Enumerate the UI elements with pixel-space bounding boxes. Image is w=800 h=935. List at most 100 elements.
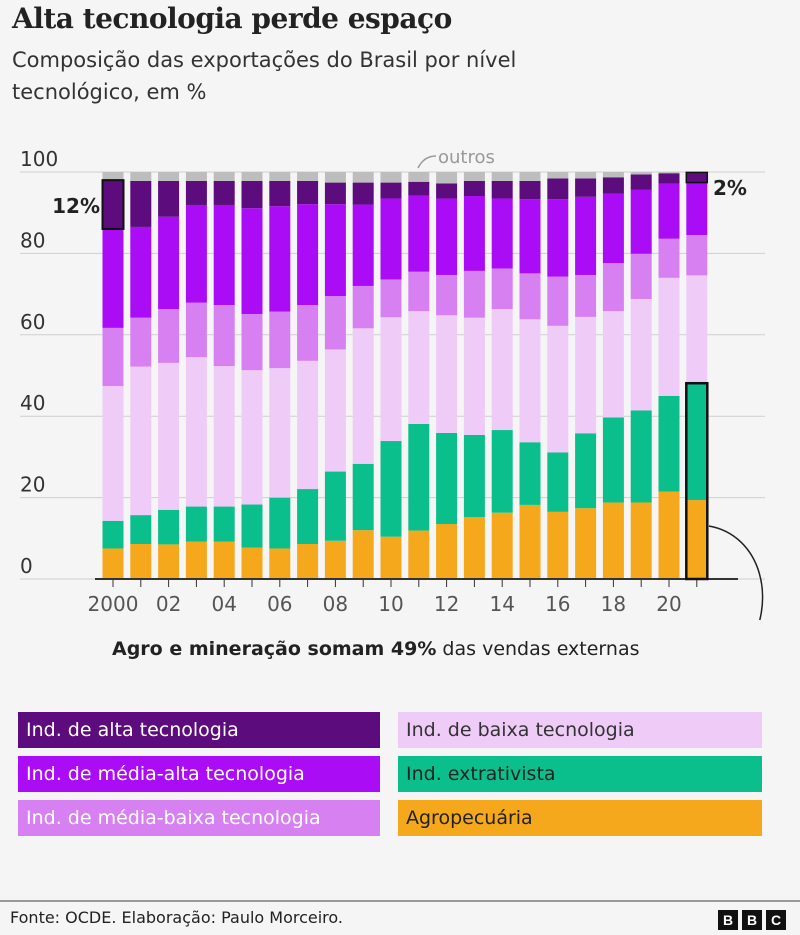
- bar-segment: [575, 172, 597, 179]
- x-tick-label: 10: [378, 592, 403, 616]
- bar-segment: [297, 543, 319, 579]
- bar-segment: [491, 180, 513, 199]
- bar-segment: [185, 172, 207, 181]
- bar-segment: [658, 172, 680, 174]
- bar-segment: [630, 298, 652, 411]
- bar-segment: [102, 548, 124, 579]
- bar-segment: [324, 349, 346, 472]
- bar-segment: [519, 442, 541, 505]
- bar-segment: [436, 198, 458, 275]
- bar-segment: [547, 325, 569, 453]
- bar-segment: [269, 311, 291, 369]
- y-tick-label: 80: [20, 228, 45, 252]
- bar-segment: [185, 541, 207, 579]
- bar-segment: [297, 360, 319, 490]
- bar-segment: [602, 193, 624, 264]
- bar-segment: [241, 172, 263, 181]
- bar-segment: [269, 497, 291, 549]
- bar-segment: [547, 452, 569, 512]
- bar-segment: [547, 511, 569, 579]
- bar-segment: [352, 530, 374, 579]
- bar-segment: [575, 316, 597, 434]
- bar-segment: [408, 530, 430, 579]
- bar-segment: [602, 502, 624, 579]
- legend-item-media-baixa: Ind. de média-baixa tecnologia: [18, 800, 380, 836]
- bar-segment: [102, 180, 124, 229]
- chart-subtitle: Composição das exportações do Brasil por…: [12, 48, 517, 104]
- x-tick-label: 2000: [88, 592, 139, 616]
- bar-segment: [324, 204, 346, 297]
- bar-segment: [491, 268, 513, 310]
- bar-segment: [658, 491, 680, 579]
- bar-segment: [491, 430, 513, 513]
- legend: Ind. de alta tecnologia Ind. de baixa te…: [18, 712, 763, 836]
- bar-segment: [380, 172, 402, 183]
- x-tick-label: 18: [601, 592, 626, 616]
- annotation-note: Agro e mineração somam 49% das vendas ex…: [112, 638, 640, 660]
- bar-segment: [158, 216, 180, 310]
- legend-item-alta: Ind. de alta tecnologia: [18, 712, 380, 748]
- bar-segment: [213, 305, 235, 367]
- bar-segment: [380, 279, 402, 318]
- bar-segment: [213, 541, 235, 579]
- bar-segment: [463, 196, 485, 271]
- bar-segment: [575, 178, 597, 197]
- bar-segment: [102, 520, 124, 549]
- bar-segment: [408, 172, 430, 182]
- bar-segment: [630, 189, 652, 254]
- x-tick-label: 08: [323, 592, 348, 616]
- bar-segment: [130, 366, 152, 516]
- bar-segment: [241, 370, 263, 505]
- bar-segment: [269, 180, 291, 207]
- bar-segment: [658, 238, 680, 278]
- bar-segment: [185, 180, 207, 205]
- bar-segment: [436, 183, 458, 199]
- bar-segment: [630, 253, 652, 299]
- bar-segment: [463, 172, 485, 181]
- bar-segment: [324, 296, 346, 350]
- bar-segment: [658, 183, 680, 239]
- bar-segment: [630, 502, 652, 579]
- source-text: Fonte: OCDE. Elaboração: Paulo Morceiro.: [10, 908, 343, 927]
- bar-segment: [380, 536, 402, 579]
- bar-segment: [269, 368, 291, 498]
- bar-segment: [324, 540, 346, 579]
- legend-item-extrativista: Ind. extrativista: [398, 756, 762, 792]
- bar-segment: [241, 504, 263, 548]
- bar-segment: [575, 196, 597, 275]
- bar-segment: [352, 463, 374, 531]
- bar-segment: [158, 180, 180, 217]
- bar-segment: [185, 204, 207, 303]
- bar-segment: [324, 471, 346, 541]
- bar-segment: [352, 328, 374, 464]
- bar-segment: [463, 180, 485, 197]
- bar-segment: [324, 182, 346, 205]
- bar-segment: [547, 172, 569, 179]
- outros-label: outros: [438, 147, 495, 168]
- x-tick-label: 02: [156, 592, 181, 616]
- bar-segment: [102, 228, 124, 328]
- bar-segment: [658, 277, 680, 396]
- bar-segment: [380, 317, 402, 442]
- bar-segment: [436, 524, 458, 579]
- bar-segment: [102, 386, 124, 521]
- bar-segment: [297, 204, 319, 306]
- bar-segment: [463, 270, 485, 318]
- bar-segment: [547, 178, 569, 200]
- y-tick-label: 60: [20, 310, 45, 334]
- outros-leader-line: [417, 155, 437, 169]
- bar-segment: [158, 544, 180, 579]
- bar-segment: [324, 172, 346, 183]
- highlight-2021-agro-mineracao: [685, 381, 709, 581]
- bar-segment: [575, 274, 597, 317]
- bar-segment: [269, 206, 291, 312]
- bar-segment: [213, 180, 235, 205]
- bar-segment: [519, 199, 541, 274]
- stacked-bar-chart: 0 20 40 60 80 100 2000 02 04 06 08 10 12 14 16 18 20 12% 2…: [20, 147, 765, 620]
- bar-segment: [463, 317, 485, 435]
- bar-segment: [686, 500, 708, 579]
- bar-segment: [213, 172, 235, 181]
- bar-segment: [130, 180, 152, 227]
- y-tick-label: 20: [20, 473, 45, 497]
